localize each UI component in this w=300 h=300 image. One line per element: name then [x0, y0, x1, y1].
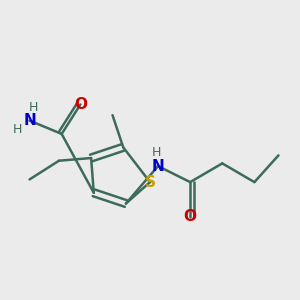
- Text: O: O: [74, 97, 87, 112]
- Text: H: H: [13, 123, 22, 136]
- Text: O: O: [184, 209, 197, 224]
- Text: N: N: [152, 159, 164, 174]
- Text: S: S: [145, 175, 155, 190]
- Text: N: N: [23, 113, 36, 128]
- Text: H: H: [29, 101, 38, 114]
- Text: H: H: [152, 146, 161, 159]
